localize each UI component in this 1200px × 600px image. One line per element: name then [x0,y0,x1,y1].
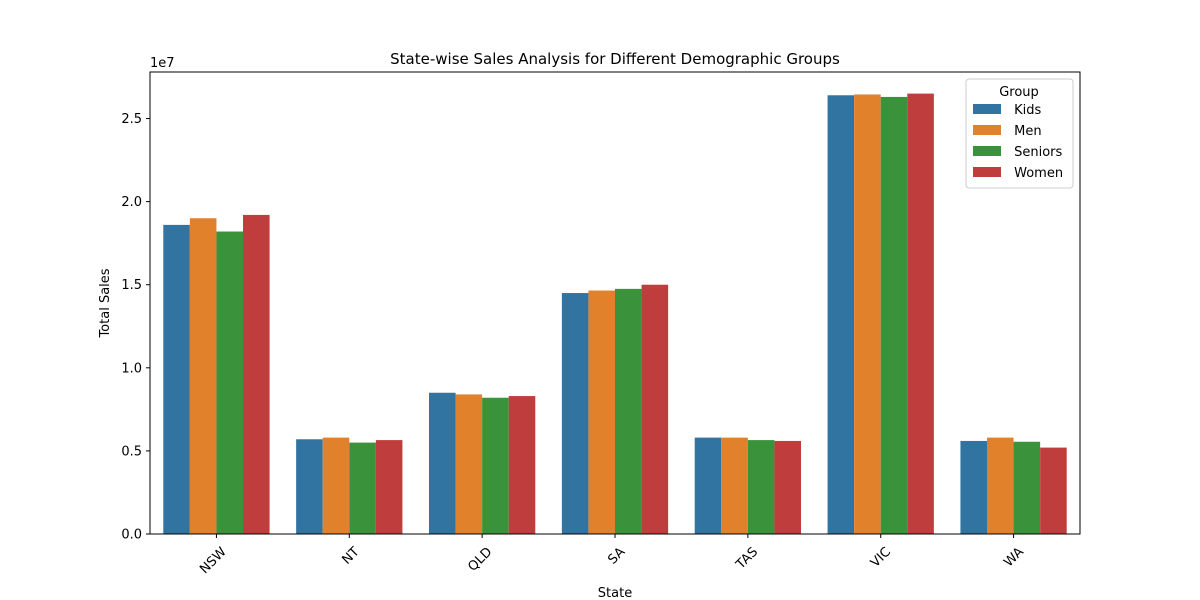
y-tick-label: 1.0 [121,361,142,376]
legend: Group Kids Men Seniors Women [965,78,1074,189]
bar-nsw-men [189,218,217,535]
y-tick-label: 2.0 [121,195,142,210]
chart-title: State-wise Sales Analysis for Different … [390,50,840,68]
x-tick-label: WA [1001,545,1027,571]
y-tick-label: 0.5 [121,444,142,459]
bar-sa-kids [561,293,589,534]
bar-wa-women [1040,447,1067,534]
x-tick-label: VIC [868,545,894,571]
bar-qld-men [455,394,483,534]
bar-qld-seniors [482,397,509,534]
legend-label-seniors: Seniors [1010,145,1063,160]
bar-wa-seniors [1013,441,1041,534]
legend-items: Kids Men Seniors Women [973,103,1063,181]
y-axis-label: Total Sales [98,268,113,338]
bar-tas-kids [694,437,722,534]
y-tick-label: 1.5 [121,278,142,293]
bar-sa-seniors [615,288,642,534]
y-axis-ticks: 0.0 0.5 1.0 1.5 2.0 2.5 [121,112,150,543]
legend-label-kids: Kids [1010,103,1042,118]
bar-vic-women [907,93,934,534]
x-tick-label: QLD [465,545,495,575]
bar-tas-women [774,440,801,534]
bar-wa-kids [960,440,987,534]
bar-qld-kids [429,392,456,534]
x-tick-label: SA [605,545,628,568]
bar-tas-men [721,437,748,534]
bars-group [163,93,1067,535]
legend-label-men: Men [1010,124,1042,139]
y-offset-label: 1e7 [150,56,175,71]
bar-nt-seniors [349,442,376,534]
bar-nsw-kids [163,224,190,534]
bar-sa-women [641,284,669,534]
plot-frame [149,71,1081,535]
legend-swatch-seniors [973,146,1001,156]
legend-title: Group [999,85,1039,100]
bar-nt-kids [296,439,323,534]
x-axis-ticks: NSW NT QLD SA TAS VIC WA [197,534,1027,577]
legend-swatch-men [973,125,1001,135]
bar-tas-seniors [747,440,775,534]
bar-wa-men [987,437,1014,534]
bar-vic-seniors [880,96,908,535]
x-tick-label: NSW [197,545,230,578]
legend-label-women: Women [1010,166,1063,181]
bar-qld-women [508,396,536,534]
legend-swatch-kids [973,104,1001,114]
y-tick-label: 0.0 [121,528,142,543]
legend-swatch-women [973,167,1001,177]
bar-sa-men [588,290,615,534]
x-tick-label: TAS [733,545,761,573]
bar-nt-women [375,440,403,534]
y-tick-label: 2.5 [121,112,142,127]
bar-vic-kids [827,95,855,535]
bar-nt-men [322,437,350,534]
bar-nsw-women [243,214,270,535]
x-axis-label: State [598,586,632,600]
bar-vic-men [854,94,881,534]
x-tick-label: NT [339,545,362,568]
bar-nsw-seniors [216,231,243,535]
